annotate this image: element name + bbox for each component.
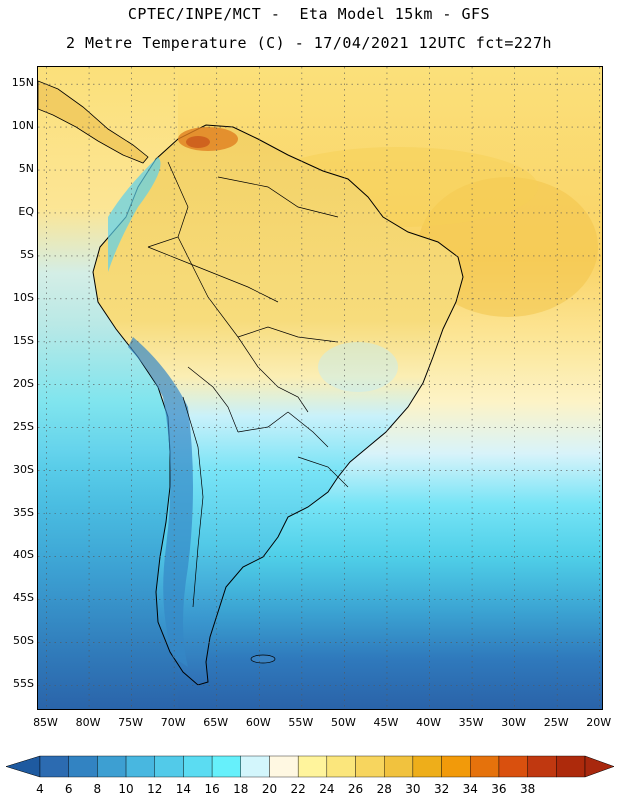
- colorbar-swatch: [441, 755, 471, 778]
- longitude-label: 75W: [118, 716, 144, 729]
- longitude-label: 80W: [75, 716, 101, 729]
- colorbar-tick-label: 38: [519, 782, 536, 796]
- colorbar-tick-label: 10: [118, 782, 134, 796]
- latitude-label: EQ: [18, 204, 34, 218]
- colorbar-swatch: [183, 755, 213, 778]
- latitude-label: 45S: [13, 591, 34, 605]
- longitude-label: 85W: [33, 716, 58, 729]
- colorbar-swatch: [498, 755, 528, 778]
- colorbar-tick-label: 36: [491, 782, 507, 796]
- latitude-label: 5S: [20, 247, 34, 261]
- longitude-label: 55W: [288, 716, 314, 729]
- colorbar-swatch: [211, 755, 241, 778]
- longitude-label: 45W: [373, 716, 399, 729]
- latitude-label: 35S: [13, 505, 34, 519]
- northern-andes-cold: [108, 157, 161, 272]
- latitude-label: 30S: [13, 462, 34, 476]
- longitude-label: 60W: [245, 716, 271, 729]
- colorbar-tick-label: 32: [433, 782, 450, 796]
- colorbar-swatch: [68, 755, 98, 778]
- longitude-label: 20W: [586, 716, 612, 729]
- longitude-label: 25W: [543, 716, 569, 729]
- colorbar-tick-label: 4: [36, 782, 44, 796]
- longitude-label: 50W: [330, 716, 356, 729]
- colorbar-tick-label: 6: [64, 782, 73, 796]
- colorbar-swatch: [297, 755, 328, 778]
- colorbar-swatch: [355, 755, 385, 778]
- longitude-label: 30W: [501, 716, 527, 729]
- colorbar-tick-label: 8: [93, 782, 102, 796]
- colorbar-tick-label: 28: [376, 782, 392, 796]
- map-canvas: [38, 67, 602, 709]
- colorbar-swatch: [384, 755, 414, 778]
- latitude-label: 20S: [13, 376, 34, 390]
- graticule: [38, 67, 602, 709]
- colorbar-tick-label: 14: [175, 782, 192, 796]
- colorbar-tick-label: 24: [319, 782, 335, 796]
- colorbar: [5, 755, 615, 778]
- colorbar-swatch: [412, 755, 442, 778]
- latitude-label: 15N: [11, 76, 34, 90]
- colorbar-high-arrow: [584, 755, 615, 778]
- colorbar-swatch: [125, 755, 155, 778]
- central-america-land: [38, 80, 149, 164]
- latitude-label: 40S: [13, 548, 34, 562]
- falkland-islands: [250, 654, 276, 664]
- longitude-label: 35W: [458, 716, 484, 729]
- temperature-map: [37, 66, 603, 710]
- southeast-brazil-cool-patch: [318, 342, 398, 392]
- colorbar-swatch: [240, 755, 270, 778]
- latitude-label: 10N: [11, 119, 34, 133]
- colorbar-swatch: [97, 755, 127, 778]
- colorbar-tick-label: 20: [261, 782, 278, 796]
- colorbar-swatch: [470, 755, 500, 778]
- latitude-label: 50S: [13, 634, 34, 648]
- colorbar-tick-label: 16: [204, 782, 220, 796]
- colorbar-tick-label: 18: [233, 782, 249, 796]
- longitude-label: 70W: [160, 716, 186, 729]
- colorbar-swatch: [154, 755, 184, 778]
- chart-title-line2: 2 Metre Temperature (C) - 17/04/2021 12U…: [65, 34, 553, 52]
- colorbar-swatch: [39, 755, 69, 778]
- colorbar-tick-label: 34: [462, 782, 478, 796]
- colorbar-tick-label: 12: [147, 782, 163, 796]
- latitude-label: 10S: [13, 290, 34, 304]
- chart-title-line1: CPTEC/INPE/MCT - Eta Model 15km - GFS: [127, 5, 491, 23]
- colorbar-tick-label: 22: [290, 782, 306, 796]
- colorbar-swatch: [269, 755, 299, 778]
- latitude-label: 15S: [13, 333, 34, 347]
- southern-andes-cold: [128, 337, 193, 667]
- latitude-label: 25S: [13, 419, 34, 433]
- colorbar-swatch: [556, 755, 586, 778]
- colorbar-tick-label: 30: [405, 782, 421, 796]
- longitude-label: 40W: [416, 716, 441, 729]
- venezuela-hot-core: [186, 136, 210, 148]
- country-borders: [147, 161, 349, 608]
- longitude-label: 65W: [203, 716, 229, 729]
- colorbar-low-arrow: [5, 755, 41, 778]
- latitude-label: 5N: [18, 162, 34, 176]
- colorbar-tick-label: 26: [347, 782, 364, 796]
- colorbar-swatch: [326, 755, 356, 778]
- latitude-label: 55S: [13, 677, 34, 691]
- colorbar-swatch: [527, 755, 557, 778]
